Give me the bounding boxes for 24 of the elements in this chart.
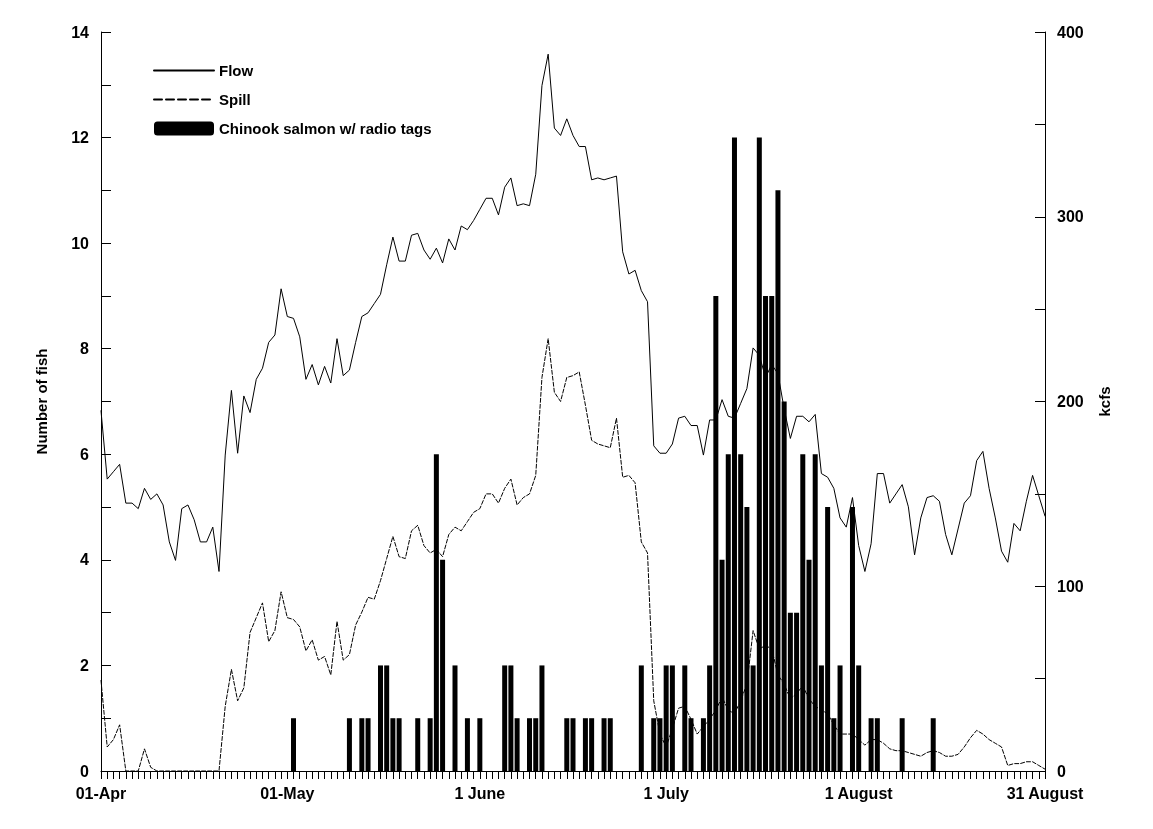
x-tick-label: 01-May [260,784,315,802]
y2-tick-label: 300 [1057,208,1084,226]
legend-label: Flow [219,62,254,79]
y-tick-label: 10 [71,234,90,252]
y2-tick-label: 0 [1057,762,1066,780]
y2-axis-title: kcfs [1096,386,1113,417]
x-tick-label: 31 August [1006,784,1085,802]
y-axis-title: Number of fish [33,348,50,455]
legend-label: Chinook salmon w/ radio tags [219,120,432,137]
y-tick-label: 2 [80,656,90,674]
x-tick-label: 1 July [643,784,689,802]
x-tick-label: 1 June [454,784,506,802]
x-tick-label: 01-Apr [75,784,127,802]
y-tick-label: 4 [80,551,90,569]
y-tick-label: 14 [71,23,90,41]
legend-label: Spill [219,91,251,108]
y-tick-label: 8 [80,340,90,358]
y2-tick-label: 400 [1057,23,1084,41]
x-tick-label: 1 August [824,784,894,802]
y2-tick-label: 200 [1057,393,1084,410]
y2-tick-label: 100 [1057,577,1084,595]
y-tick-label: 6 [80,445,90,463]
y-tick-label: 12 [71,129,90,147]
y-tick-label: 0 [80,762,90,780]
